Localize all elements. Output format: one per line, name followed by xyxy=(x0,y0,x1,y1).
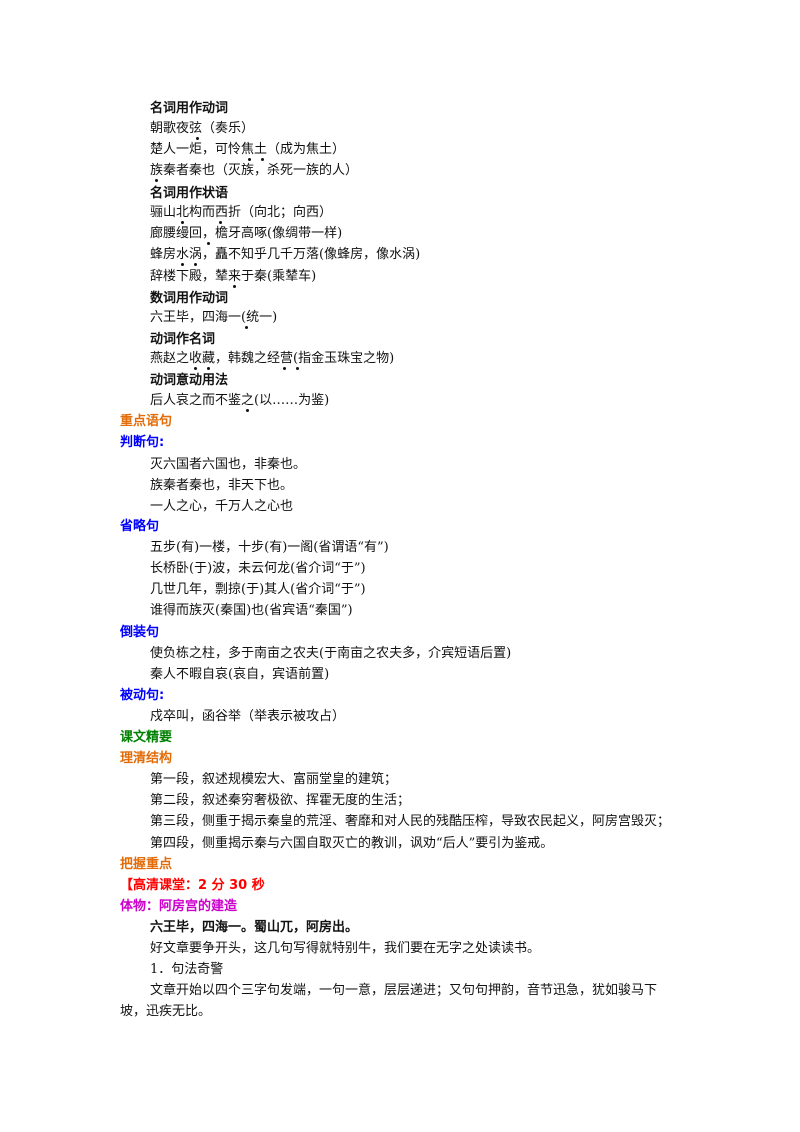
example-line: 戍卒叫，函谷举（举表示被攻占） xyxy=(150,709,346,724)
heading-key-sentences: 重点语句 xyxy=(120,414,173,429)
example-line: 长桥卧(于)波，未云何龙(省介词“于”) xyxy=(150,561,366,576)
emphasis-dot xyxy=(233,285,236,288)
opening-quote: 六王毕，四海一。蜀山兀，阿房出。 xyxy=(150,920,359,935)
emphasis-dot xyxy=(181,221,184,224)
structure-line: 第三段，侧重于揭示秦皇的荒淫、奢靡和对人民的残酷压榨，导致农民起义，阿房宫毁灭； xyxy=(150,814,671,829)
example-line: 后人哀之而不鉴之(以……为鉴) xyxy=(150,393,330,408)
heading-grasp-focus: 把握重点 xyxy=(120,857,173,872)
example-line: 楚人一炬，可怜焦土（成为焦土） xyxy=(150,142,346,157)
example-line: 燕赵之收藏，韩魏之经营(指金玉珠宝之物) xyxy=(150,351,395,366)
structure-line: 第一段，叙述规模宏大、富丽堂皇的建筑； xyxy=(150,772,398,787)
example-line: 族秦者秦也，非天下也。 xyxy=(150,478,294,493)
example-line: 骊山北构而西折（向北；向西） xyxy=(150,205,333,220)
example-line: 辞楼下殿，辇来于秦(乘辇车) xyxy=(150,269,317,284)
emphasis-dot xyxy=(155,179,158,182)
example-line: 使负栋之柱，多于南亩之农夫(于南亩之农夫多，介宾短语后置) xyxy=(150,646,512,661)
heading-ellipsis-sentences: 省略句 xyxy=(120,519,160,534)
emphasis-dot xyxy=(207,242,210,245)
example-line: 谁得而族灭(秦国)也(省宾语“秦国”) xyxy=(150,603,353,618)
section-title-noun-as-verb: 名词用作动词 xyxy=(150,101,229,116)
example-line: 五步(有)一楼，十步(有)一阁(省谓语“有”) xyxy=(150,540,389,555)
heading-passive-sentences: 被动句: xyxy=(120,688,165,703)
heading-text-essentials: 课文精要 xyxy=(120,730,173,745)
paragraph: 好文章要争开头，这几句写得就特别牛，我们要在无字之处读读书。 xyxy=(150,941,541,956)
example-line: 族秦者秦也（灭族，杀死一族的人） xyxy=(150,163,359,178)
point-heading: 1．句法奇警 xyxy=(150,962,224,977)
emphasis-dot xyxy=(261,158,264,161)
example-line: 灭六国者六国也，非秦也。 xyxy=(150,457,307,472)
emphasis-dot xyxy=(248,158,251,161)
emphasis-dot xyxy=(246,409,249,412)
heading-clarify-structure: 理清结构 xyxy=(120,751,173,766)
section-title-noun-as-adverbial: 名词用作状语 xyxy=(150,186,229,201)
hd-class-marker: 【高清课堂：2 分 30 秒 xyxy=(120,878,265,893)
emphasis-dot xyxy=(219,221,222,224)
paragraph: 文章开始以四个三字句发端，一句一意，层层递进；又句句押韵，音节迅急，犹如骏马下 xyxy=(150,983,658,998)
section-title-verb-as-noun: 动词作名词 xyxy=(150,332,216,347)
heading-inverted-sentences: 倒装句 xyxy=(120,625,160,640)
emphasis-dot xyxy=(181,263,184,266)
example-line: 几世几年，剽掠(于)其人(省介词“于”) xyxy=(150,582,366,597)
emphasis-dot xyxy=(194,263,197,266)
heading-judgment-sentences: 判断句: xyxy=(120,435,165,450)
structure-line: 第四段，侧重揭示秦与六国自取灭亡的教训，讽劝“后人”要引为鉴戒。 xyxy=(150,836,554,851)
emphasis-dot xyxy=(245,326,248,329)
example-line: 秦人不暇自哀(哀自，宾语前置) xyxy=(150,667,330,682)
heading-tiwu: 体物：阿房宫的建造 xyxy=(120,899,238,914)
emphasis-dot xyxy=(296,367,299,370)
emphasis-dot xyxy=(283,367,286,370)
section-title-verb-putative: 动词意动用法 xyxy=(150,373,229,388)
example-line: 一人之心，千万人之心也 xyxy=(150,499,294,514)
emphasis-dot xyxy=(207,367,210,370)
emphasis-dot xyxy=(194,367,197,370)
example-line: 六王毕，四海一(统一) xyxy=(150,310,278,325)
section-title-numeral-as-verb: 数词用作动词 xyxy=(150,291,229,306)
example-line: 廊腰缦回，檐牙高啄(像绸带一样) xyxy=(150,226,343,241)
paragraph: 坡，迅疾无比。 xyxy=(120,1004,212,1019)
structure-line: 第二段，叙述秦穷奢极欲、挥霍无度的生活； xyxy=(150,793,411,808)
emphasis-dot xyxy=(196,137,199,140)
example-line: 朝歌夜弦（奏乐） xyxy=(150,121,255,136)
example-line: 蜂房水涡，矗不知乎几千万落(像蜂房，像水涡) xyxy=(150,247,421,262)
